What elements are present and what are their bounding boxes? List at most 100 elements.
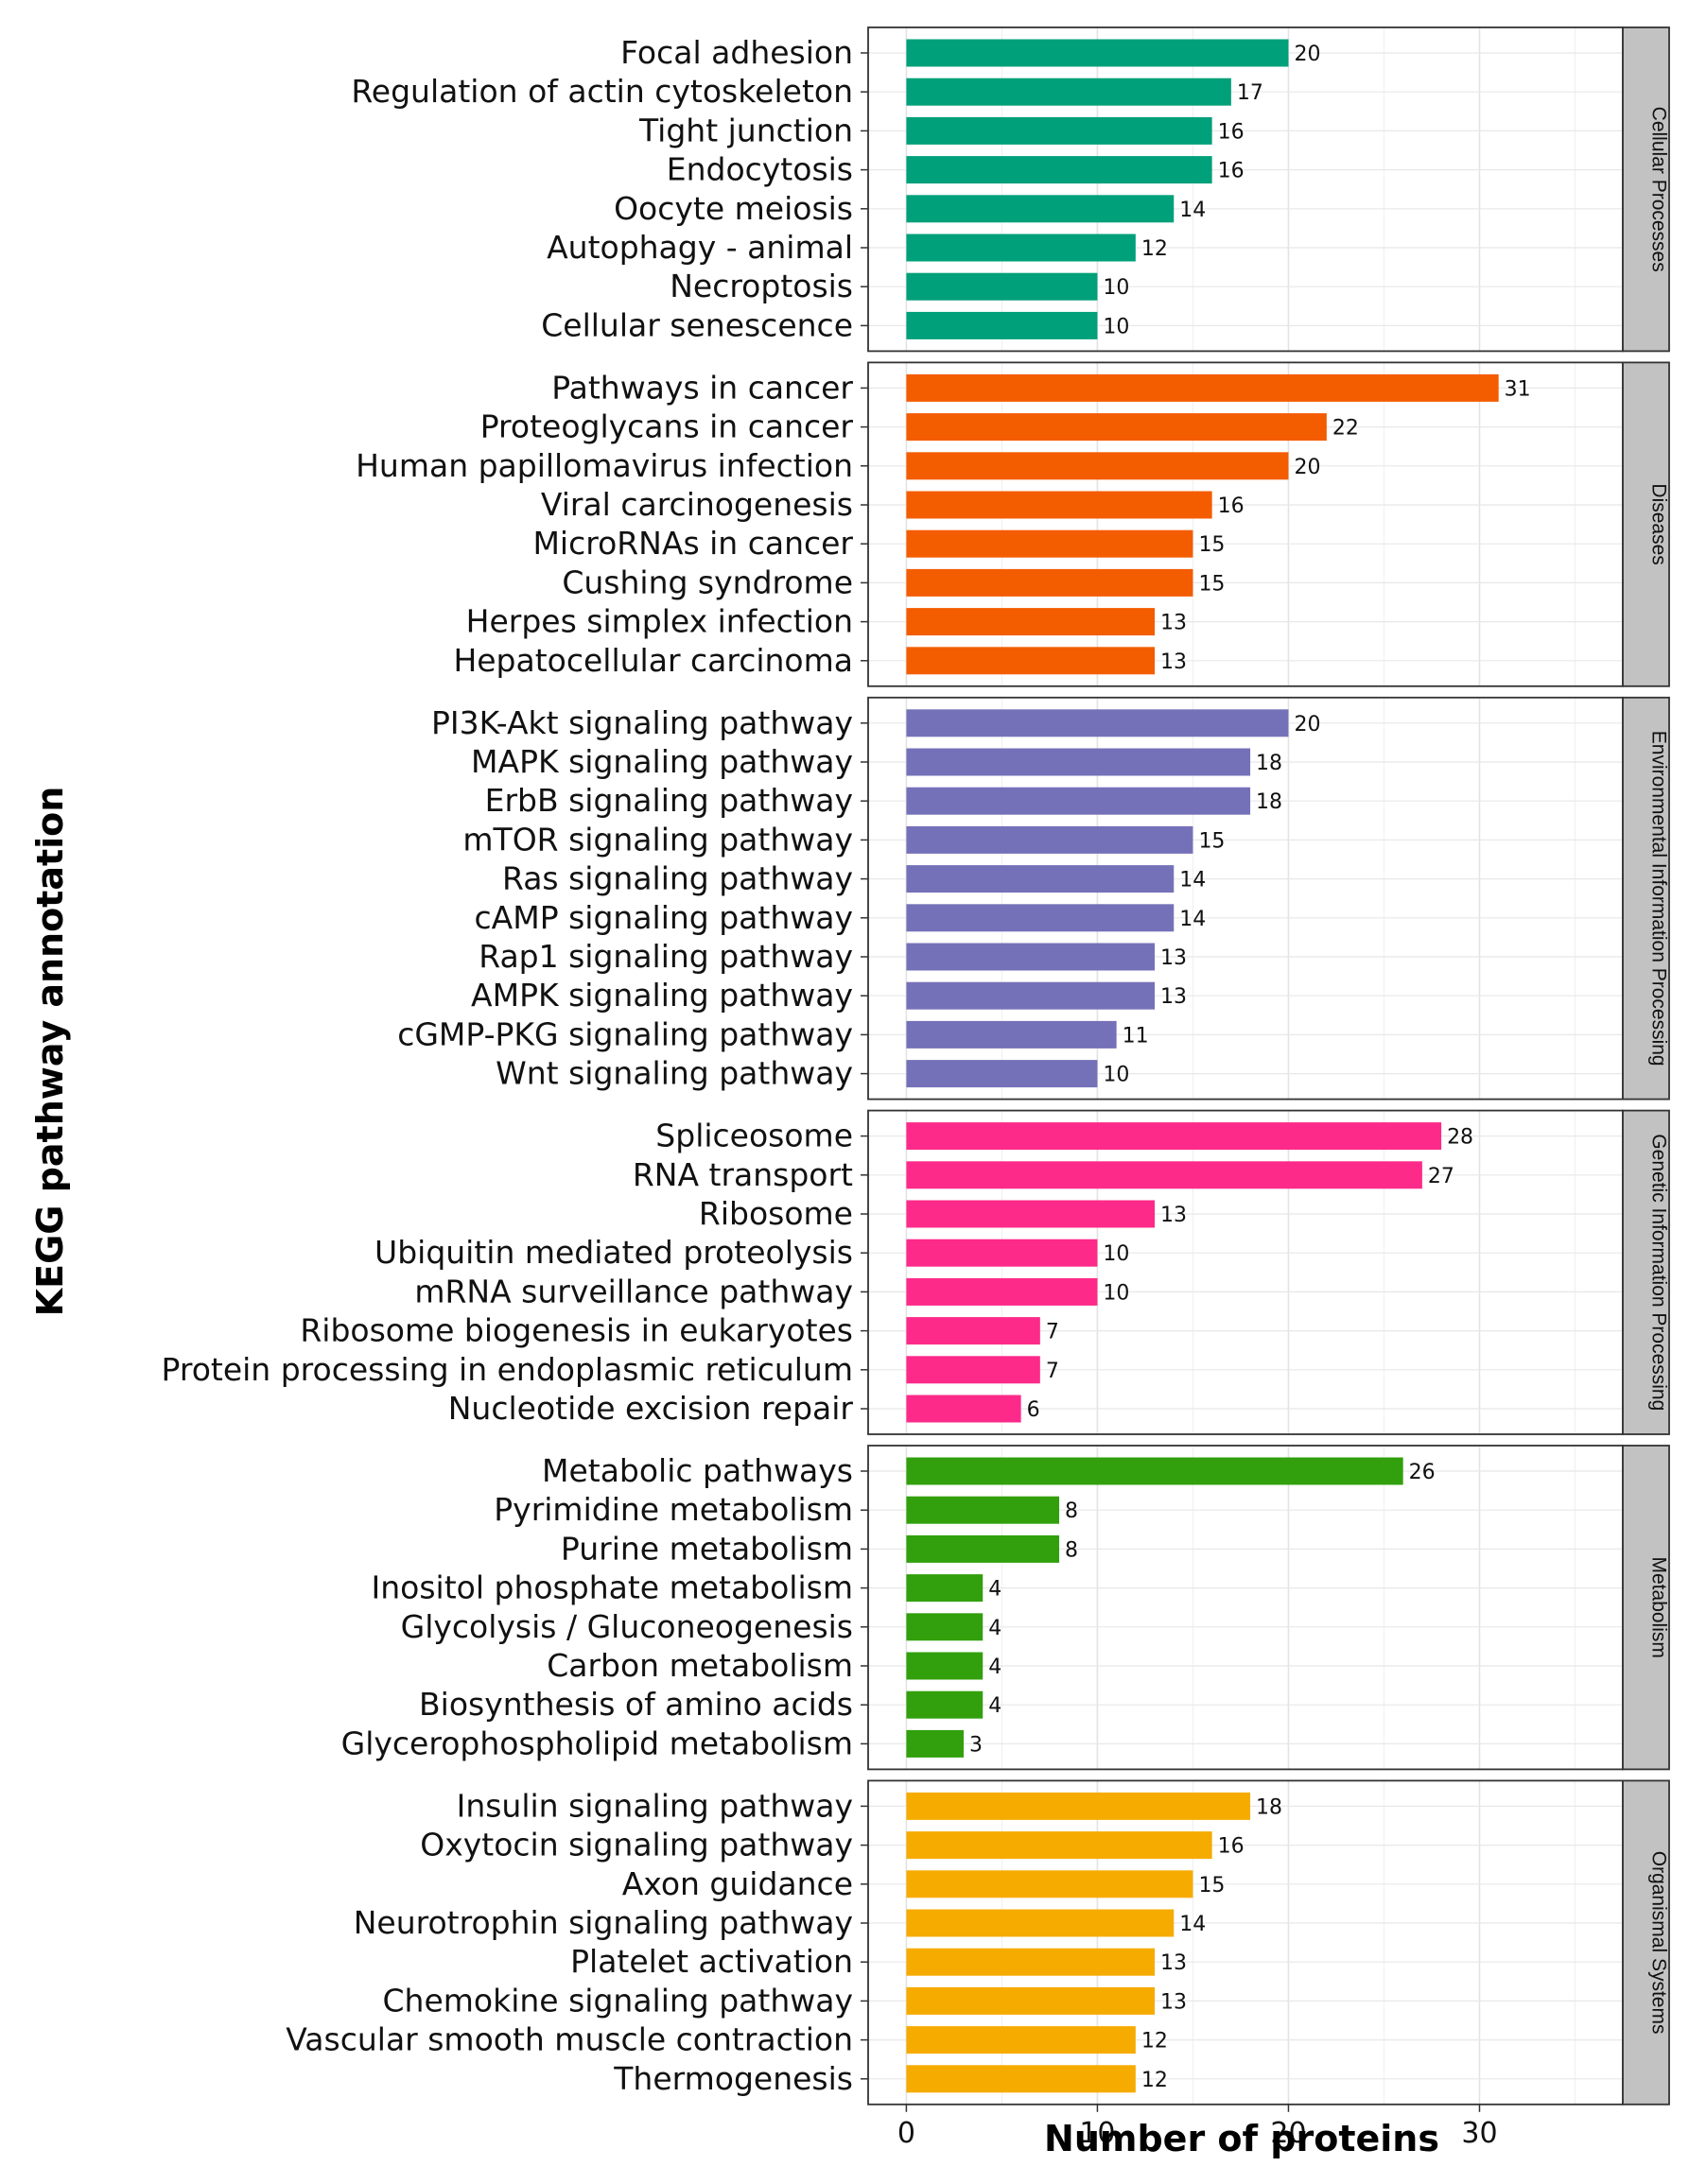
category-label: Biosynthesis of amino acids [419,1686,853,1723]
bar [906,1496,1060,1524]
bar-value-label: 8 [1065,1499,1078,1523]
bar-value-label: 28 [1447,1126,1473,1150]
bar [906,647,1156,675]
bar-value-label: 14 [1179,1913,1206,1936]
bar-value-label: 12 [1141,237,1168,261]
bar-value-label: 12 [1141,2069,1168,2092]
bar-value-label: 20 [1294,43,1320,66]
x-tick-label: 20 [1270,2117,1306,2150]
category-label: Purine metabolism [561,1530,853,1567]
bar-value-label: 11 [1123,1024,1149,1048]
category-label: Pathways in cancer [551,369,853,406]
facet-panel: 20 Focal adhesion 17 Regulation of actin cy… [351,26,1670,353]
bar [906,1652,984,1680]
category-label: Hepatocellular carcinoma [453,642,853,679]
category-label: Metabolic pathways [542,1452,853,1489]
bar-value-label: 17 [1237,81,1263,105]
bar-value-label: 16 [1218,1835,1245,1859]
bar [906,748,1251,776]
bar-value-label: 13 [1160,612,1187,635]
category-label: Proteoglycans in cancer [480,408,854,445]
bar [906,1060,1098,1088]
bar [906,1831,1212,1860]
bar-value-label: 18 [1256,752,1282,775]
category-label: cAMP signaling pathway [475,899,853,936]
bar [906,1356,1040,1384]
category-label: AMPK signaling pathway [471,977,853,1014]
category-label: mTOR signaling pathway [462,821,853,858]
bar [906,904,1175,932]
facet-strip-label: Environmental Information Processing [1648,731,1670,1066]
bar [906,1395,1021,1423]
category-label: Focal adhesion [620,34,853,71]
bar [906,2065,1136,2093]
category-label: ErbB signaling pathway [485,782,853,819]
bar-value-label: 20 [1294,713,1320,737]
bar-value-label: 10 [1103,1064,1129,1087]
facet-strip-label: Organismal Systems [1648,1851,1670,2035]
bar [906,1161,1422,1189]
bar [906,1613,984,1641]
bar [906,1986,1156,2015]
bar-value-label: 20 [1294,456,1320,479]
x-tick-label: 0 [897,2117,915,2150]
bar [906,1870,1193,1898]
x-axis-title: Number of proteins [1044,2118,1439,2159]
bar-value-label: 10 [1103,315,1129,338]
bar [906,529,1193,558]
facet-panel: 26 Metabolic pathways 8 Pyrimidine metaboli… [341,1445,1670,1771]
bar-value-label: 13 [1160,985,1187,1009]
bar [906,981,1156,1010]
bar [906,865,1175,893]
bar-value-label: 10 [1103,1242,1129,1266]
category-label: MicroRNAs in cancer [532,525,853,562]
bar [906,1948,1156,1976]
facet-strip [1622,1445,1670,1771]
facet-strip-label: Metabolism [1648,1557,1670,1658]
panel-background [868,362,1623,686]
bar-value-label: 13 [1160,946,1187,970]
bar-value-label: 4 [988,1617,1001,1640]
category-label: Pyrimidine metabolism [494,1491,853,1528]
bar [906,39,1289,67]
bar-value-label: 18 [1256,790,1282,814]
facet-strip [1622,361,1670,687]
bar [906,1200,1156,1228]
bar-value-label: 14 [1179,908,1206,931]
bar-value-label: 31 [1505,377,1531,401]
facet-panel: 28 Spliceosome 27 RNA transport 13 Ribosome 10… [162,1109,1670,1435]
bar [906,116,1212,145]
category-label: Insulin signaling pathway [457,1787,853,1824]
panel-background [868,1446,1623,1770]
facet-panels: 20 Focal adhesion 17 Regulation of actin cy… [162,26,1670,2106]
bar [906,1317,1040,1345]
category-label: Neurotrophin signaling pathway [354,1904,853,1941]
category-label: Cushing syndrome [562,563,853,600]
facet-strip [1622,26,1670,353]
bar-value-label: 8 [1065,1538,1078,1562]
facet-panel: 18 Insulin signaling pathway 16 Oxytocin si… [286,1779,1670,2106]
category-label: Wnt signaling pathway [496,1055,853,1092]
bar-value-label: 14 [1179,869,1206,893]
facet-strip-label: Cellular Processes [1648,107,1670,272]
bar-value-label: 3 [969,1733,983,1757]
bar-value-label: 4 [988,1655,1001,1679]
panel-background [868,27,1623,352]
facet-strip [1622,1109,1670,1435]
bar [906,78,1231,106]
category-label: Necroptosis [670,268,853,304]
bar [906,1020,1117,1049]
category-label: PI3K-Akt signaling pathway [431,704,853,741]
facet-panel: 31 Pathways in cancer 22 Proteoglycans in c… [356,361,1670,687]
category-label: Viral carcinogenesis [541,486,853,523]
bar [906,491,1212,519]
bar [906,568,1193,597]
bar [906,373,1499,402]
facet-strip [1622,696,1670,1101]
bar-value-label: 18 [1256,1795,1282,1819]
bar-value-label: 6 [1027,1398,1040,1422]
bar [906,1534,1060,1563]
bar-value-label: 22 [1332,417,1359,441]
x-tick-label: 30 [1461,2117,1497,2150]
